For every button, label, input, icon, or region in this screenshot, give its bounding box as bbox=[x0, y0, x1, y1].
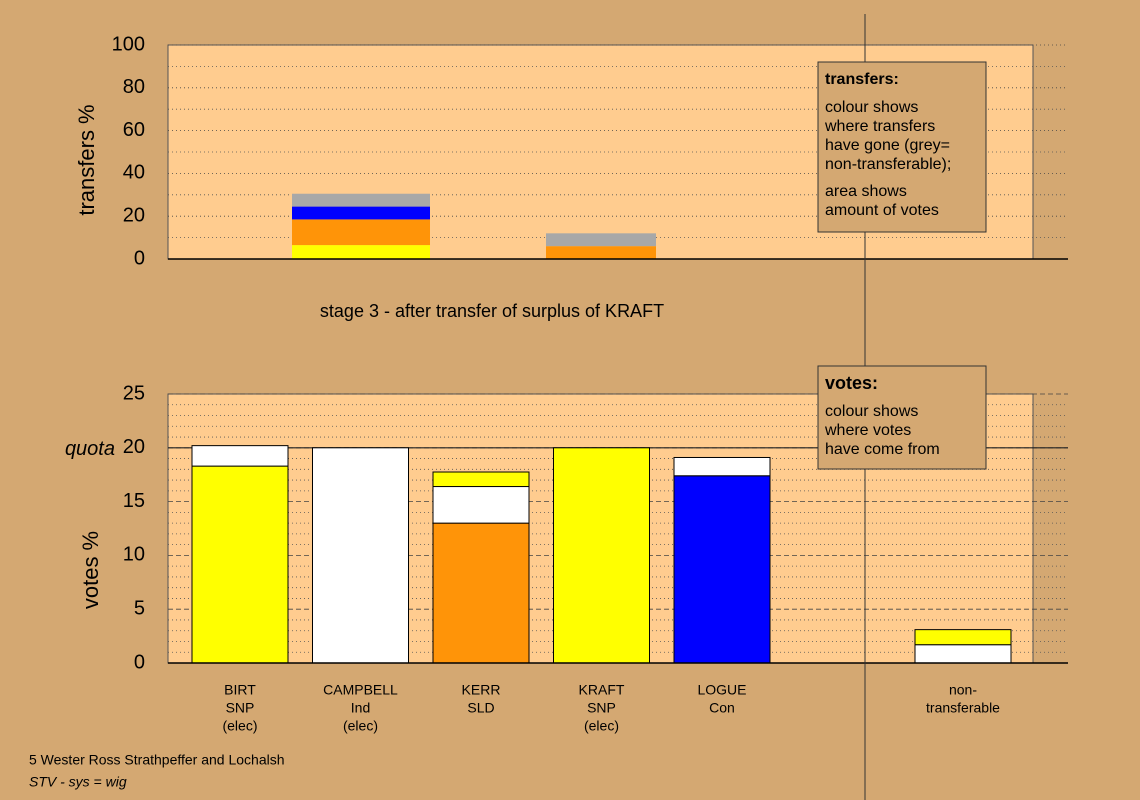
bar-segment bbox=[432, 486, 530, 524]
note-line: have come from bbox=[825, 441, 940, 458]
x-tick-label: (elec) bbox=[343, 718, 378, 734]
x-tick-label: (elec) bbox=[584, 718, 619, 734]
note-box bbox=[817, 61, 987, 233]
bar-segment bbox=[432, 522, 530, 664]
bar-segment bbox=[191, 465, 289, 664]
x-tick-label: KERR bbox=[462, 682, 501, 698]
bar-segment bbox=[191, 445, 289, 467]
x-tick-label: SNP bbox=[587, 700, 616, 716]
x-tick-label: non- bbox=[949, 682, 977, 698]
note-line: colour shows bbox=[825, 403, 918, 420]
y-tick-label: 60 bbox=[123, 119, 145, 141]
note-line: amount of votes bbox=[825, 202, 939, 219]
bar-segment bbox=[546, 233, 656, 247]
bar-segment bbox=[914, 629, 1012, 646]
bar-segment bbox=[292, 245, 430, 259]
bar-segment bbox=[553, 447, 650, 664]
y-tick-label: 40 bbox=[123, 162, 145, 184]
footer-line: STV - sys = wig bbox=[29, 774, 127, 790]
bar-segment bbox=[292, 193, 430, 207]
y-tick-label: 25 bbox=[123, 382, 145, 404]
x-tick-label: Con bbox=[709, 700, 735, 716]
x-tick-label: Ind bbox=[351, 700, 370, 716]
bar-segment bbox=[546, 246, 656, 259]
quota-label: quota bbox=[65, 438, 115, 460]
bar-segment bbox=[432, 471, 530, 488]
y-tick-label: 0 bbox=[134, 651, 145, 673]
y-axis-label: votes % bbox=[78, 531, 103, 609]
x-tick-label: LOGUE bbox=[697, 682, 746, 698]
y-tick-label: 0 bbox=[134, 247, 145, 269]
note-line: have gone (grey= bbox=[825, 137, 950, 154]
note-line: where transfers bbox=[824, 118, 935, 135]
x-tick-label: SLD bbox=[467, 700, 494, 716]
bar-segment bbox=[312, 447, 409, 664]
y-tick-label: 10 bbox=[123, 544, 145, 566]
bar-segment bbox=[292, 206, 430, 220]
stage-caption: stage 3 - after transfer of surplus of K… bbox=[320, 301, 664, 321]
y-tick-label: 15 bbox=[123, 490, 145, 512]
x-tick-label: KRAFT bbox=[579, 682, 625, 698]
x-tick-label: CAMPBELL bbox=[323, 682, 398, 698]
note-line: colour shows bbox=[825, 99, 918, 116]
note-line: non-transferable); bbox=[825, 156, 951, 173]
x-tick-label: SNP bbox=[226, 700, 255, 716]
x-tick-label: transferable bbox=[926, 700, 1000, 716]
bar-segment bbox=[673, 456, 771, 477]
bar-segment bbox=[914, 644, 1012, 664]
note-box bbox=[817, 365, 987, 470]
y-tick-label: 20 bbox=[123, 436, 145, 458]
note-title: votes: bbox=[825, 373, 878, 393]
note-title: transfers: bbox=[825, 71, 899, 88]
footer-line: 5 Wester Ross Strathpeffer and Lochalsh bbox=[29, 752, 285, 768]
x-tick-label: (elec) bbox=[222, 718, 257, 734]
y-tick-label: 80 bbox=[123, 76, 145, 98]
bar-segment bbox=[292, 219, 430, 246]
note-line: where votes bbox=[824, 422, 911, 439]
bar-segment bbox=[673, 475, 771, 664]
note-line: area shows bbox=[825, 183, 907, 200]
y-tick-label: 100 bbox=[112, 33, 145, 55]
y-tick-label: 20 bbox=[123, 204, 145, 226]
y-axis-label: transfers % bbox=[74, 104, 99, 215]
x-tick-label: BIRT bbox=[224, 682, 256, 698]
y-tick-label: 5 bbox=[134, 597, 145, 619]
